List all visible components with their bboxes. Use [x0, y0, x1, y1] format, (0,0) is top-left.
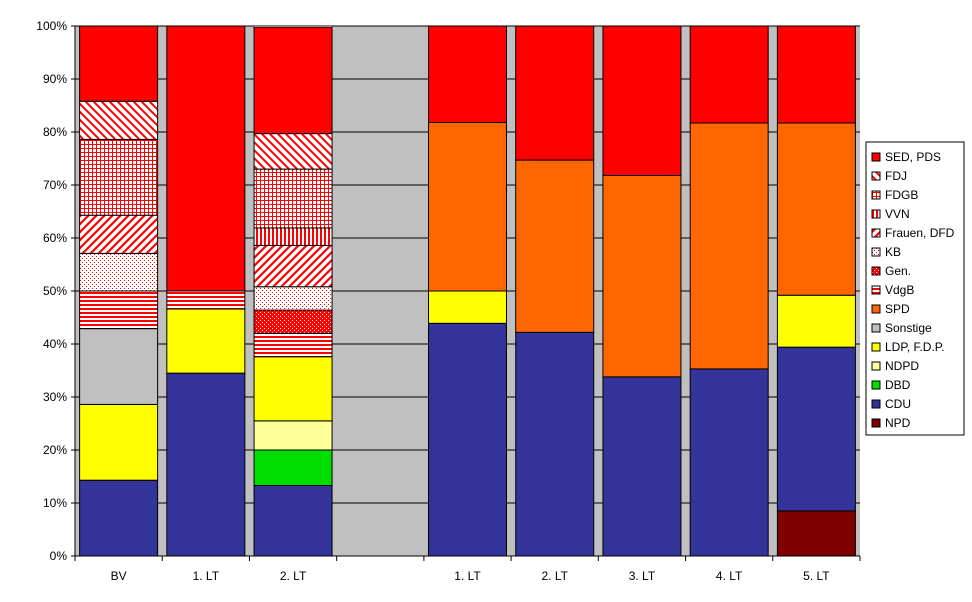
bar-segment	[79, 252, 159, 292]
y-tick-label: 100%	[36, 19, 67, 33]
legend-label: Frauen, DFD	[885, 226, 955, 240]
bar-segment	[515, 25, 595, 161]
axes	[71, 25, 861, 561]
bar-segment	[253, 26, 333, 135]
legend-label: CDU	[885, 397, 911, 411]
legend-label: LDP, F.D.P.	[885, 340, 945, 354]
bar-segment	[79, 138, 159, 216]
bar-segment	[166, 308, 246, 374]
x-tick-label: BV	[111, 569, 127, 583]
bar-segment	[253, 286, 333, 311]
bar-segment	[776, 122, 856, 296]
bar-segment	[253, 168, 333, 229]
bar-segment	[776, 294, 856, 348]
bar-segment	[428, 322, 507, 557]
bar-segment	[689, 25, 769, 124]
bar-segment	[253, 244, 333, 288]
x-axis-tick-labels: BV 1. LT 2. LT 1. LT 2. LT 3. LT 4. LT 5. LT	[111, 569, 831, 583]
bar-segment	[166, 290, 246, 310]
bar-segment	[79, 403, 159, 481]
bar-segment	[166, 25, 246, 292]
bar-segment	[253, 227, 333, 246]
y-tick-label: 80%	[43, 125, 67, 139]
legend-label: SED, PDS	[885, 150, 941, 164]
legend-label: Gen.	[885, 264, 911, 278]
legend-swatch	[871, 380, 881, 390]
legend-label: SPD	[885, 302, 910, 316]
legend-swatch	[871, 228, 881, 238]
bar-segment	[79, 290, 159, 330]
bar-segment	[515, 331, 595, 557]
legend-swatch	[871, 399, 881, 409]
y-tick-label: 30%	[43, 390, 67, 404]
legend-label: KB	[885, 245, 901, 259]
legend-swatch	[871, 323, 881, 333]
legend-label: FDGB	[885, 188, 918, 202]
bar-segment	[602, 376, 682, 557]
y-tick-label: 70%	[43, 178, 67, 192]
legend-swatch	[871, 418, 881, 428]
x-tick-label: 1. LT	[193, 569, 220, 583]
bar-segment	[253, 449, 333, 487]
legend-swatch	[871, 247, 881, 257]
legend-label: NDPD	[885, 359, 919, 373]
x-tick-label: 5. LT	[803, 569, 830, 583]
bar-segment	[253, 420, 333, 451]
x-tick-label: 4. LT	[716, 569, 743, 583]
legend-label: VdgB	[885, 283, 914, 297]
y-tick-label: 60%	[43, 231, 67, 245]
bar-segment	[776, 25, 856, 124]
x-tick-label: 2. LT	[541, 569, 568, 583]
bar-segment	[79, 100, 159, 140]
legend-swatch	[871, 190, 881, 200]
bar-segment	[79, 479, 159, 557]
legend-swatch	[871, 304, 881, 314]
bar-segment	[79, 25, 159, 102]
legend-swatch	[871, 361, 881, 371]
legend-label: VVN	[885, 207, 910, 221]
y-axis-tick-labels: 0% 10% 20% 30% 40% 50% 60% 70% 80% 90% 100%	[36, 19, 67, 563]
legend-label: DBD	[885, 378, 911, 392]
bars	[79, 25, 856, 557]
bar-segment	[79, 214, 159, 254]
legend-swatch	[871, 266, 881, 276]
bar-segment	[253, 309, 333, 334]
bar-segment	[253, 332, 333, 358]
y-tick-label: 0%	[50, 549, 68, 563]
bar-segment	[79, 328, 159, 405]
legend-swatch	[871, 342, 881, 352]
legend: SED, PDS FDJ FDGB VVN Frauen, DFD KB Gen. VdgB S…	[865, 141, 965, 436]
legend-swatch	[871, 152, 881, 162]
bar-segment	[428, 290, 507, 324]
bar-segment	[428, 121, 507, 292]
legend-swatch	[871, 285, 881, 295]
bar-segment	[166, 372, 246, 557]
bar-segment	[776, 346, 856, 512]
y-tick-label: 50%	[43, 284, 67, 298]
y-tick-label: 90%	[43, 72, 67, 86]
bar-segment	[515, 159, 595, 333]
bar-segment	[602, 25, 682, 176]
y-tick-label: 10%	[43, 496, 67, 510]
bar-segment	[689, 122, 769, 370]
legend-swatch	[871, 209, 881, 219]
bar-segment	[689, 368, 769, 557]
x-tick-label: 1. LT	[454, 569, 481, 583]
bar-segment	[253, 133, 333, 170]
bar-segment	[776, 510, 856, 557]
y-tick-label: 20%	[43, 443, 67, 457]
legend-box	[865, 141, 965, 436]
legend-swatch	[871, 171, 881, 181]
bar-segment	[428, 25, 507, 123]
x-tick-label: 3. LT	[629, 569, 656, 583]
bar-segment	[253, 485, 333, 557]
bar-segment	[253, 356, 333, 422]
bar-segment	[602, 174, 682, 378]
legend-label: NPD	[885, 416, 911, 430]
legend-label: Sonstige	[885, 321, 932, 335]
y-tick-label: 40%	[43, 337, 67, 351]
x-tick-label: 2. LT	[280, 569, 307, 583]
legend-label: FDJ	[885, 169, 907, 183]
